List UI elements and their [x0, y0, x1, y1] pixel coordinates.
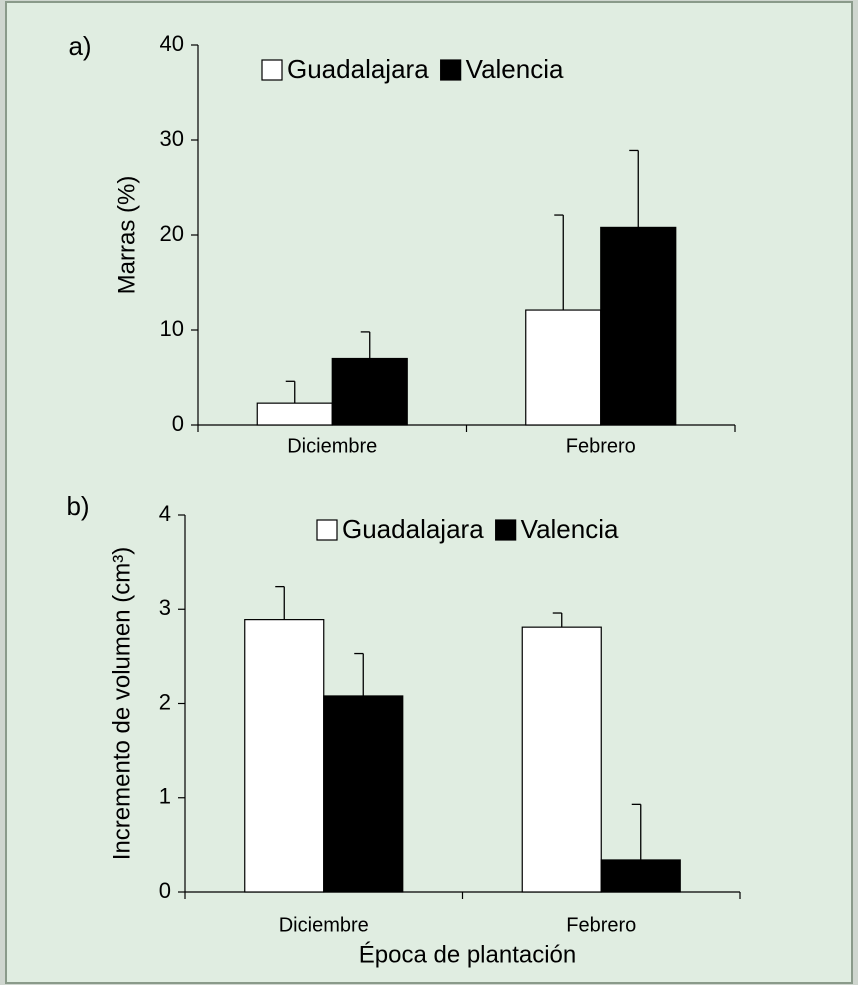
bar	[600, 226, 677, 426]
x-tick-label: Diciembre	[279, 914, 369, 936]
y-tick-label: 20	[160, 221, 184, 246]
legend-swatch	[495, 519, 517, 541]
y-tick-label: 40	[160, 31, 184, 56]
x-axis-title: Época de plantación	[359, 941, 577, 968]
legend-label: Valencia	[521, 514, 619, 544]
y-tick-label: 1	[159, 784, 171, 809]
y-tick-label: 2	[159, 689, 171, 714]
legend-label: Valencia	[466, 54, 564, 84]
legend-label: Guadalajara	[342, 514, 484, 544]
x-tick-label: Diciembre	[287, 435, 377, 457]
y-axis-title: Marras (%)	[113, 176, 140, 295]
y-tick-label: 3	[159, 595, 171, 620]
panel-label: a)	[68, 31, 91, 61]
legend-swatch	[316, 519, 338, 541]
y-axis-title: Incremento de volumen (cm³)	[108, 547, 135, 860]
legend-swatch	[261, 59, 283, 81]
bar	[600, 859, 681, 893]
y-tick-label: 0	[159, 878, 171, 903]
x-tick-label: Febrero	[566, 435, 636, 457]
legend-swatch	[440, 59, 462, 81]
x-tick-label: Febrero	[566, 914, 636, 936]
bar	[323, 695, 404, 893]
panel-label: b)	[66, 491, 89, 521]
y-tick-label: 30	[160, 126, 184, 151]
bar	[256, 402, 333, 426]
bar	[331, 357, 408, 426]
legend-label: Guadalajara	[287, 54, 429, 84]
panel-background	[5, 1, 853, 984]
bar	[244, 619, 325, 893]
bar	[521, 626, 602, 893]
y-tick-label: 0	[172, 411, 184, 436]
y-tick-label: 10	[160, 316, 184, 341]
bar	[525, 309, 602, 426]
y-tick-label: 4	[159, 501, 171, 526]
